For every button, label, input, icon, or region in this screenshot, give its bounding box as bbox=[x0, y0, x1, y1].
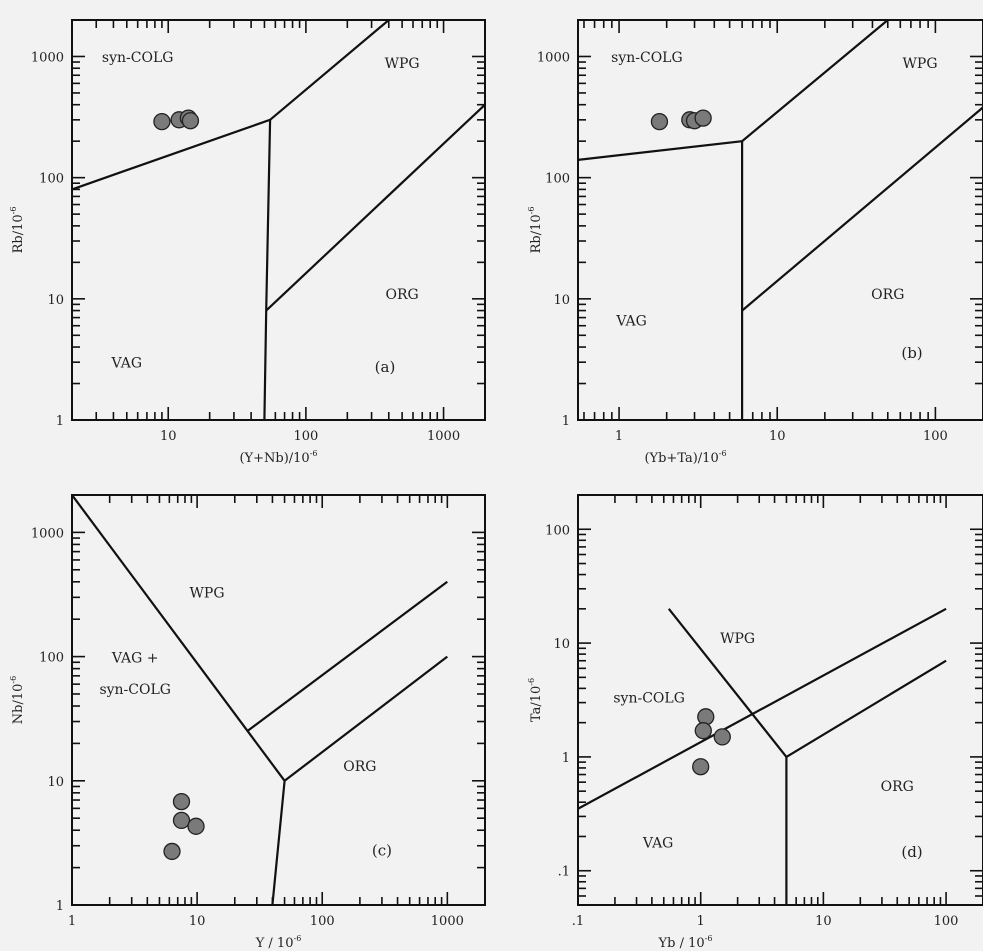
panel-d-x-axis-label: Yb / 10-6 bbox=[658, 934, 713, 951]
panel-b-panel-label: (b) bbox=[901, 344, 922, 362]
panel-c-x-tick-label: 100 bbox=[310, 914, 335, 929]
panel-d-field-label: ORG bbox=[881, 779, 914, 795]
panel-d-boundary-line bbox=[785, 659, 947, 758]
panel-d-boundary-line bbox=[667, 608, 788, 758]
panel-d-y-tick-label: .1 bbox=[558, 865, 570, 880]
panel-d-field-label: WPG bbox=[720, 631, 755, 647]
panel-a-boundary-line bbox=[263, 119, 272, 420]
panel-c-y-tick-label: 1000 bbox=[31, 526, 64, 541]
panel-d-y-axis-label: Ta/10-6 bbox=[527, 678, 544, 722]
panel-b-x-tick-label: 1 bbox=[615, 429, 623, 444]
panel-a-panel-label: (a) bbox=[375, 358, 396, 376]
panel-c-sample-point bbox=[163, 842, 181, 861]
panel-a-y-tick-label: 1000 bbox=[31, 50, 64, 65]
panel-c-boundary-line bbox=[246, 580, 448, 733]
panel-b-y-tick-label: 100 bbox=[545, 172, 570, 187]
panel-b-sample-point bbox=[650, 112, 669, 131]
panel-c-y-tick-label: 1 bbox=[56, 899, 64, 914]
panel-c-boundary-line bbox=[72, 495, 286, 782]
panel-b-boundary-line bbox=[578, 20, 889, 161]
panel-b-y-axis-label: Rb/10-6 bbox=[527, 207, 544, 254]
panel-c-sample-point bbox=[187, 817, 205, 835]
panel-b-field-label: VAG bbox=[615, 314, 646, 330]
panel-c-y-tick-label: 100 bbox=[39, 651, 64, 666]
panel-b-frame bbox=[577, 19, 983, 421]
panel-b-field-label: WPG bbox=[903, 56, 938, 72]
panel-b-y-tick-label: 1000 bbox=[537, 50, 570, 65]
panel-a-x-axis-label: (Y+Nb)/10-6 bbox=[239, 449, 317, 466]
panel-a-boundary-line bbox=[265, 103, 485, 312]
panel-a-field-label: ORG bbox=[386, 287, 419, 303]
panel-d-y-tick-label: 1 bbox=[562, 751, 570, 766]
panel-c-field-label: ORG bbox=[343, 759, 376, 775]
panel-c: 1 10 100 1000 1 10 100 1000 Y / 10-6 Nb/10-6 WPG VA… bbox=[9, 494, 486, 951]
panel-c-x-axis-label: Y / 10-6 bbox=[255, 934, 302, 951]
panel-b-y-tick-label: 10 bbox=[553, 293, 570, 308]
panel-c-field-label: (c) bbox=[372, 842, 392, 860]
panel-d-frame bbox=[577, 494, 983, 906]
panel-c-field-label: VAG + bbox=[111, 650, 159, 666]
panel-b-x-axis-label: (Yb+Ta)/10-6 bbox=[644, 449, 726, 466]
panel-d-panel-label: (d) bbox=[901, 843, 922, 861]
panel-c-field-label: syn-COLG bbox=[99, 682, 171, 698]
panel-b-sample-point bbox=[694, 109, 712, 127]
panel-d-x-tick-label: 1 bbox=[697, 914, 705, 929]
panel-a-boundary-line bbox=[72, 20, 390, 191]
panel-d-x-tick-label: 10 bbox=[815, 914, 832, 929]
panel-d-sample-point bbox=[694, 722, 712, 740]
panel-a-sample-point bbox=[153, 112, 171, 131]
panel-d-y-tick-label: 100 bbox=[545, 523, 570, 538]
panel-a-x-tick-label: 10 bbox=[160, 429, 177, 444]
panel-d-sample-point bbox=[692, 758, 710, 776]
panel-c-sample-point bbox=[172, 792, 191, 811]
panel-c-boundary-line bbox=[271, 780, 286, 905]
panel-d-field-label: syn-COLG bbox=[613, 691, 685, 707]
panel-d-y-tick-label: 10 bbox=[553, 637, 570, 652]
panel-a: 10 100 1000 1 10 100 1000 (Y+Nb)/10-6 Rb/10-6 syn… bbox=[9, 19, 486, 466]
panel-d-boundary-line bbox=[578, 607, 947, 810]
panel-c-x-tick-label: 10 bbox=[189, 914, 206, 929]
panel-b-field-label: ORG bbox=[871, 287, 904, 303]
panel-a-field-label: syn-COLG bbox=[102, 50, 174, 66]
panel-c-frame bbox=[71, 494, 486, 906]
panel-a-x-tick-label: 100 bbox=[293, 429, 318, 444]
panel-d-sample-point bbox=[713, 728, 731, 746]
panel-b-boundary-line bbox=[741, 106, 983, 312]
panel-a-field-label: WPG bbox=[385, 56, 420, 72]
panel-c-y-axis-label: Nb/10-6 bbox=[9, 676, 26, 724]
panel-c-x-tick-label: 1 bbox=[68, 914, 76, 929]
panel-b-field-label: syn-COLG bbox=[611, 50, 683, 66]
panel-d-x-tick-label: 100 bbox=[934, 914, 959, 929]
panel-b-x-tick-label: 100 bbox=[923, 429, 948, 444]
panel-b-x-tick-label: 10 bbox=[769, 429, 786, 444]
panel-a-field-label: VAG bbox=[111, 356, 142, 372]
panel-c-x-tick-label: 1000 bbox=[431, 914, 464, 929]
panel-a-x-tick-label: 1000 bbox=[427, 429, 460, 444]
panel-c-y-tick-label: 10 bbox=[47, 775, 64, 790]
panel-c-field-label: WPG bbox=[190, 585, 225, 601]
panel-c-boundary-line bbox=[283, 655, 448, 782]
panel-a-y-tick-label: 10 bbox=[47, 293, 64, 308]
panel-a-sample-point bbox=[181, 112, 200, 130]
panel-b: 1 10 100 1 10 100 1000 (Yb+Ta)/10-6 Rb/10-6 syn-C… bbox=[527, 19, 983, 466]
panel-d: .1 1 10 100 .1 1 10 100 Yb / 10-6 Ta/10-6 WPG syn-C… bbox=[527, 494, 983, 951]
panel-c-sample-point bbox=[172, 811, 191, 830]
panel-a-frame bbox=[71, 19, 486, 421]
panel-a-y-tick-label: 1 bbox=[56, 414, 64, 429]
panel-a-y-tick-label: 100 bbox=[39, 172, 64, 187]
panel-d-field-label: VAG bbox=[642, 836, 673, 852]
panel-b-y-tick-label: 1 bbox=[562, 414, 570, 429]
panel-d-x-tick-label: .1 bbox=[572, 914, 584, 929]
panel-a-y-axis-label: Rb/10-6 bbox=[9, 207, 26, 254]
